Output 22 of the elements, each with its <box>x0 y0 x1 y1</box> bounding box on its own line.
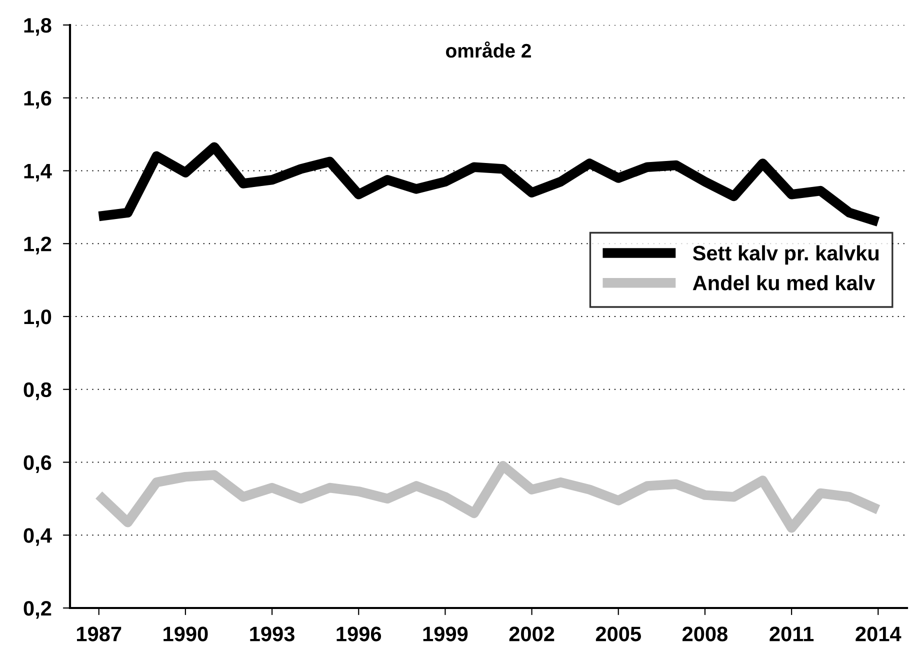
y-tick-label: 0,8 <box>24 382 52 400</box>
legend-label: Andel ku med kalv <box>692 275 876 290</box>
x-tick-label: 2005 <box>596 626 641 642</box>
x-tick-label: 1993 <box>250 626 294 642</box>
text: område 2 <box>446 41 531 58</box>
x-tick-label: 2011 <box>770 626 814 642</box>
x-tick-label: 1996 <box>336 626 382 642</box>
y-tick-label: 1,4 <box>24 164 52 182</box>
y-tick-label: 0,4 <box>24 528 52 546</box>
x-tick-label: 1990 <box>164 626 208 642</box>
x-tick-label: 2014 <box>856 626 902 642</box>
x-tick-label: 2008 <box>682 626 728 642</box>
y-tick-label: 1,6 <box>24 90 52 109</box>
legend-label: Sett kalv pr. kalvku <box>692 245 879 265</box>
y-tick-label: 1,0 <box>24 310 52 328</box>
x-tick-label: 1987 <box>77 626 122 642</box>
y-tick-label: 1,8 <box>24 18 52 36</box>
x-tick-label: 2002 <box>509 626 554 642</box>
y-tick-label: 0,6 <box>24 455 52 474</box>
y-tick-label: 1,2 <box>24 236 52 254</box>
x-tick-label: 1999 <box>423 626 468 642</box>
y-tick-label: 0,2 <box>24 601 52 619</box>
